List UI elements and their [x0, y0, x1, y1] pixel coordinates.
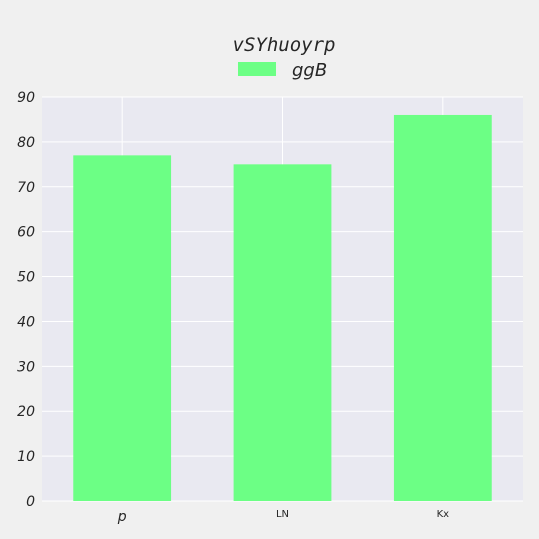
y-tick-label: 60: [17, 225, 35, 241]
y-tick-label: 50: [17, 270, 35, 286]
y-tick-label: 70: [17, 180, 35, 196]
bar-p: [73, 155, 172, 501]
x-tick-label: p: [117, 509, 127, 525]
chart-title: vSYhuoyrp: [233, 34, 336, 56]
bars: [73, 114, 492, 502]
bar-Kx: [393, 114, 492, 501]
x-tick-label: LN: [276, 509, 289, 520]
x-tick-label: Kx: [437, 509, 450, 520]
y-axis-ticks: 0 10 20 30 40 50 60 70 80 90: [17, 90, 35, 510]
y-tick-label: 0: [26, 494, 35, 510]
y-tick-label: 40: [17, 314, 35, 330]
y-tick-label: 90: [17, 90, 35, 106]
legend-label: ggB: [292, 60, 327, 81]
legend: ggB: [238, 60, 327, 81]
y-tick-label: 30: [17, 359, 35, 375]
y-tick-label: 20: [17, 404, 35, 420]
x-axis-ticks: p LN Kx: [117, 509, 449, 525]
bar-LN: [233, 164, 332, 502]
legend-swatch: [238, 62, 276, 76]
y-tick-label: 10: [17, 449, 35, 465]
y-tick-label: 80: [17, 135, 35, 151]
